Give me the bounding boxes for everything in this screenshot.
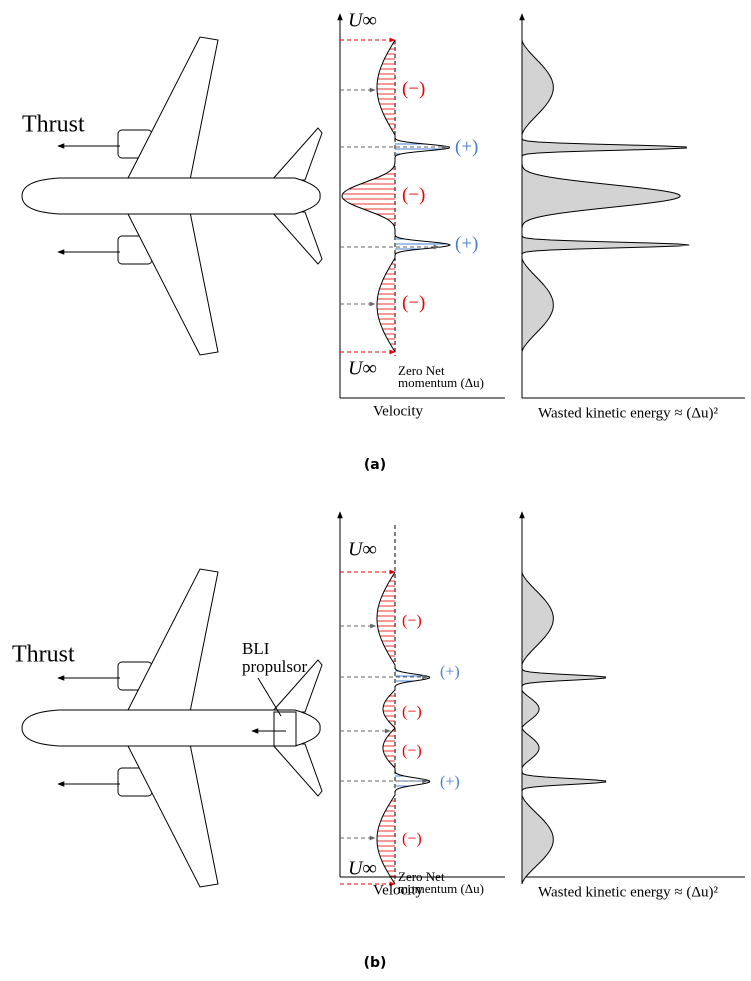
excess-label: (+) [440,774,460,791]
thrust-label: Thrust [22,112,85,138]
caption: (b) [364,955,387,971]
energy-profile [522,40,689,352]
free-stream-label: U∞ [348,10,377,32]
excess-label: (+) [455,136,478,157]
tail [272,744,322,796]
free-stream-label: U∞ [348,539,377,561]
deficit-label: (−) [402,78,425,99]
bli-label: propulsor [242,657,308,676]
velocity-profile [342,40,450,352]
deficit-label: (−) [402,292,425,313]
wing [127,744,218,887]
excess-label: (+) [455,233,478,254]
airplane [22,37,322,355]
wing [127,212,218,355]
deficit-label: (−) [402,184,425,205]
caption: (a) [364,457,386,473]
free-stream-label: U∞ [348,358,377,380]
bli-label: BLI [242,639,270,658]
energy-profile [522,572,606,884]
wing [127,569,218,712]
axis-label: Velocity [373,403,423,419]
fuselage [22,178,320,214]
airplane [22,569,322,887]
deficit-label: (−) [402,743,422,760]
axis-label: Wasted kinetic energy ≈ (Δu)² [538,405,719,421]
figure: U∞U∞(−)(−)(−)(+)(+)Zero Netmomentum (Δu)… [0,0,751,981]
axis-label: Wasted kinetic energy ≈ (Δu)² [538,884,719,900]
free-stream-label: U∞ [348,858,377,880]
axis-label: Velocity [373,882,423,898]
wing [127,37,218,180]
bli-propulsor [274,712,296,746]
tail [272,212,322,264]
thrust-label: Thrust [12,642,75,668]
zero-net-label: momentum (Δu) [398,375,484,390]
deficit-label: (−) [402,831,422,848]
tail [272,128,322,180]
excess-label: (+) [440,664,460,681]
deficit-label: (−) [402,613,422,630]
deficit-label: (−) [402,704,422,721]
